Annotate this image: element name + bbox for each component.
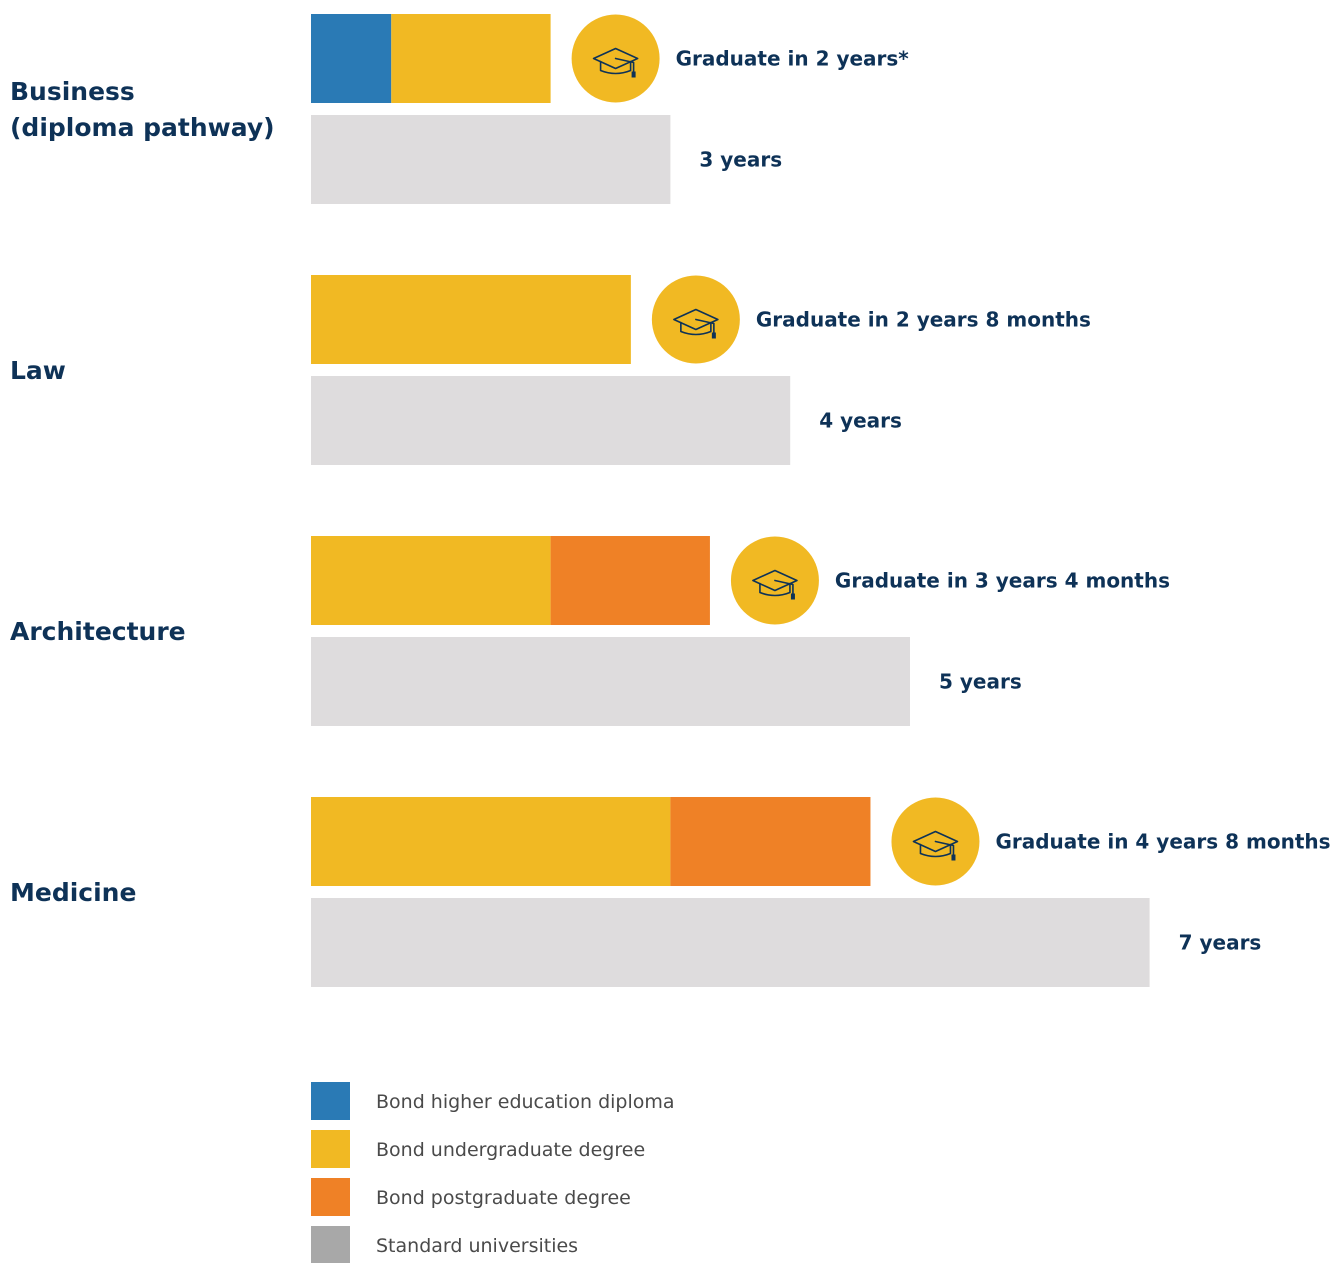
category-group: Medicine Graduate in 4 years 8 months 7 ye… [10, 797, 1331, 987]
bar-segment [311, 14, 392, 103]
bar-segment [391, 14, 551, 103]
graduation-cap-icon [651, 275, 740, 364]
bar-segment [311, 797, 671, 886]
category-label: Architecture [10, 617, 186, 646]
bar-segment [311, 275, 631, 364]
legend-label: Bond higher education diploma [376, 1091, 675, 1113]
legend-item: Bond postgraduate degree [311, 1178, 631, 1216]
legend-item: Standard universities [311, 1226, 578, 1263]
category-group: Architecture Graduate in 3 years 4 months… [10, 536, 1170, 726]
legend-label: Bond undergraduate degree [376, 1139, 645, 1161]
bar-segment [550, 536, 710, 625]
standard-duration-label: 5 years [939, 670, 1022, 694]
standard-duration-label: 7 years [1179, 931, 1262, 955]
standard-duration-label: 4 years [819, 409, 902, 433]
chart-groups: Business (diploma pathway) Graduate in 2 y… [10, 14, 1331, 987]
standard-bar [311, 898, 1150, 987]
bond-duration-label: Graduate in 3 years 4 months [835, 569, 1170, 593]
standard-bar [311, 376, 791, 465]
standard-duration-label: 3 years [699, 148, 782, 172]
bar-segment [311, 536, 551, 625]
legend: Bond higher education diploma Bond underg… [311, 1082, 675, 1263]
graduation-cap-icon [730, 536, 819, 625]
graduation-cap-icon [891, 797, 980, 886]
graduation-cap-icon [571, 14, 660, 103]
category-group: Law Graduate in 2 years 8 months 4 years [10, 275, 1091, 465]
legend-label: Standard universities [376, 1235, 578, 1257]
category-group: Business (diploma pathway) Graduate in 2 y… [10, 14, 909, 204]
bond-duration-label: Graduate in 2 years* [676, 47, 910, 71]
legend-item: Bond undergraduate degree [311, 1130, 645, 1168]
legend-swatch [311, 1226, 350, 1263]
category-label: Law [10, 356, 66, 385]
legend-item: Bond higher education diploma [311, 1082, 675, 1120]
bond-duration-label: Graduate in 2 years 8 months [756, 308, 1091, 332]
standard-bar [311, 637, 910, 726]
standard-bar [311, 115, 671, 204]
category-label: Medicine [10, 878, 136, 907]
bar-segment [670, 797, 871, 886]
legend-label: Bond postgraduate degree [376, 1187, 631, 1209]
legend-swatch [311, 1130, 350, 1168]
legend-swatch [311, 1178, 350, 1216]
bond-duration-label: Graduate in 4 years 8 months [995, 830, 1330, 854]
legend-swatch [311, 1082, 350, 1120]
category-label: Business (diploma pathway) [10, 77, 275, 142]
